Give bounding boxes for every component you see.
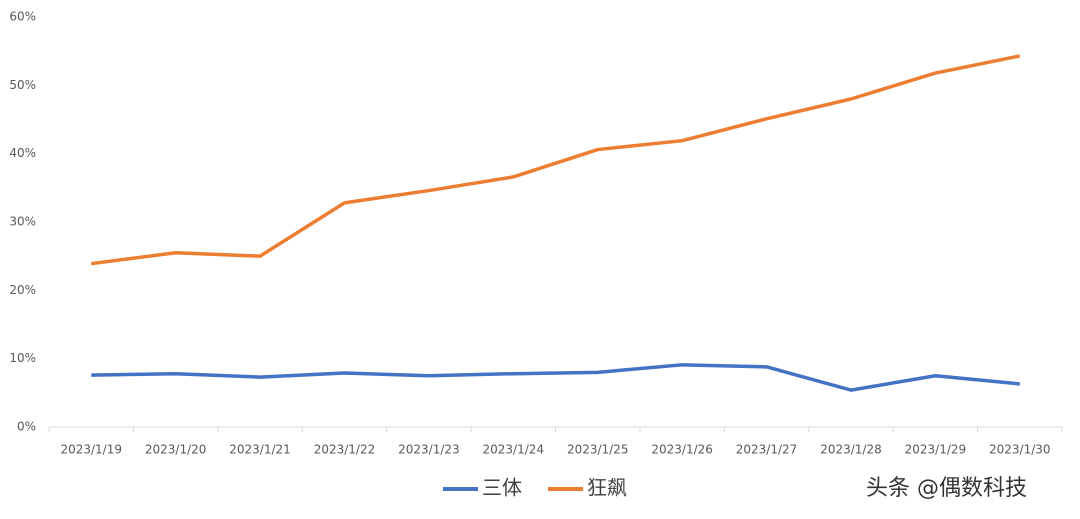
watermark: 头条 @偶数科技: [866, 476, 1027, 501]
y-tick-label: 50%: [9, 78, 36, 92]
y-tick-label: 20%: [9, 283, 36, 297]
x-tick-label: 2023/1/21: [229, 443, 291, 457]
y-tick-label: 0%: [17, 420, 36, 434]
legend-text: 三体: [482, 476, 522, 500]
legend-text: 狂飙: [587, 476, 627, 500]
series-line: [90, 54, 1021, 266]
x-tick-label: 2023/1/29: [905, 443, 967, 457]
x-tick-label: 2023/1/23: [398, 443, 460, 457]
x-tick-label: 2023/1/22: [314, 443, 376, 457]
x-tick-label: 2023/1/30: [989, 443, 1051, 457]
x-tick-label: 2023/1/19: [60, 443, 122, 457]
x-tick-label: 2023/1/20: [145, 443, 207, 457]
x-tick-label: 2023/1/28: [820, 443, 882, 457]
y-tick-label: 10%: [9, 351, 36, 365]
series-line: [91, 363, 1020, 392]
y-tick-label: 30%: [9, 215, 36, 229]
x-tick-label: 2023/1/25: [567, 443, 629, 457]
x-tick-label: 2023/1/26: [651, 443, 713, 457]
x-tick-label: 2023/1/24: [483, 443, 545, 457]
y-tick-label: 40%: [9, 146, 36, 160]
y-tick-label: 60%: [9, 10, 36, 24]
x-tick-label: 2023/1/27: [736, 443, 798, 457]
